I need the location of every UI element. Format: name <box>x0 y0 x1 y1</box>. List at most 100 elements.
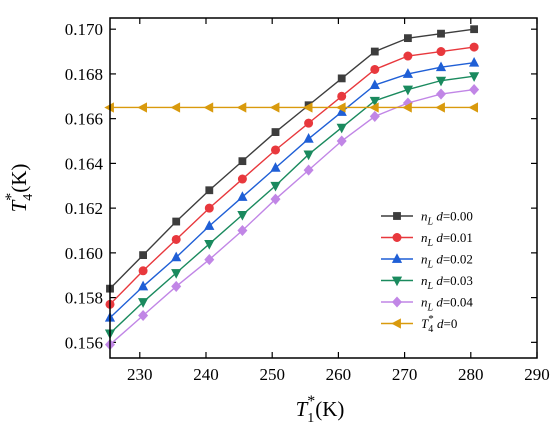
data-point-circle <box>171 234 181 244</box>
legend: nL d=0.00 nL d=0.01 nL d=0.02 nL d=0.03 nL d… <box>381 209 473 335</box>
data-point-diamond <box>436 88 447 100</box>
data-point-circle <box>392 233 402 243</box>
y-tick-label: 0.168 <box>65 65 103 84</box>
data-point-circle <box>304 118 314 128</box>
series-line <box>109 62 475 319</box>
data-point-triangle-down <box>391 276 403 287</box>
data-point-diamond <box>303 164 314 176</box>
data-point-triangle-down <box>303 150 314 161</box>
data-point-circle <box>237 174 247 184</box>
legend-item: nL d=0.03 <box>381 273 473 292</box>
data-point-triangle-down <box>204 240 215 250</box>
x-tick-label: 250 <box>259 365 285 384</box>
legend-label: nL d=0.02 <box>421 252 473 271</box>
data-point-triangle-up <box>435 61 447 72</box>
data-point-triangle-up <box>204 220 215 230</box>
data-point-triangle-up <box>138 280 149 291</box>
data-point-square <box>337 74 346 83</box>
data-point-triangle-left <box>391 318 401 329</box>
plot-frame <box>109 17 538 359</box>
data-point-triangle-up <box>270 162 281 172</box>
data-point-triangle-left <box>137 102 148 113</box>
data-point-triangle-left <box>236 102 247 113</box>
data-point-circle <box>271 145 281 155</box>
data-point-triangle-up <box>402 68 414 78</box>
data-point-triangle-down <box>138 298 149 308</box>
x-tick-label: 240 <box>193 365 219 384</box>
data-point-diamond <box>391 296 403 308</box>
data-point-triangle-left <box>402 102 412 113</box>
y-tick-label: 0.156 <box>65 333 103 352</box>
data-point-triangle-left <box>203 102 214 113</box>
data-point-circle <box>403 51 413 61</box>
data-point-diamond <box>469 84 480 96</box>
y-tick-label: 0.170 <box>65 20 103 39</box>
data-point-square <box>238 157 247 166</box>
data-point-square <box>370 47 379 56</box>
data-point-square <box>393 212 401 220</box>
data-point-triangle-up <box>469 56 480 67</box>
data-point-square <box>139 251 148 260</box>
data-point-triangle-left <box>170 102 181 113</box>
data-point-triangle-left <box>269 102 280 113</box>
data-point-triangle-down <box>336 123 347 134</box>
data-point-square <box>437 29 445 38</box>
series-group <box>104 102 479 113</box>
data-point-triangle-left <box>435 102 445 113</box>
legend-label: nL d=0.03 <box>421 273 473 292</box>
legend-label: nL d=0.00 <box>421 209 473 228</box>
data-point-triangle-left <box>369 102 379 113</box>
x-tick-label: 260 <box>326 365 352 384</box>
legend-item: T4* d=0 <box>381 313 457 335</box>
data-point-triangle-up <box>369 79 380 90</box>
series-line <box>109 88 475 346</box>
data-point-circle <box>337 91 347 101</box>
legend-label: nL d=0.04 <box>421 295 473 314</box>
x-tick-label: 230 <box>127 365 153 384</box>
legend-item: nL d=0.02 <box>381 252 473 271</box>
legend-label: T4* d=0 <box>421 313 457 335</box>
data-point-triangle-left <box>468 102 479 113</box>
y-tick-label: 0.164 <box>65 154 104 173</box>
series-group <box>104 72 480 340</box>
data-point-triangle-down <box>237 210 248 221</box>
series-group <box>105 42 479 309</box>
data-point-circle <box>370 64 380 74</box>
data-point-diamond <box>336 135 347 147</box>
data-point-triangle-up <box>237 191 248 201</box>
series-line <box>109 28 475 290</box>
legend-item: nL d=0.01 <box>381 230 473 249</box>
series-group <box>104 56 480 322</box>
data-point-diamond <box>270 193 281 205</box>
data-point-triangle-left <box>302 102 313 113</box>
data-point-triangle-up <box>171 251 182 262</box>
data-point-circle <box>436 47 446 57</box>
data-point-diamond <box>204 254 215 266</box>
data-point-triangle-down <box>402 85 414 96</box>
data-point-square <box>271 128 280 136</box>
data-point-square <box>404 34 412 43</box>
data-point-triangle-down <box>469 72 480 82</box>
legend-item: nL d=0.00 <box>381 209 473 228</box>
data-point-circle <box>138 266 148 276</box>
tick-labels: 230 240 250 260 270 280 290 0.156 0.158 0.160 0.16… <box>65 20 550 384</box>
data-point-square <box>172 217 181 226</box>
x-tick-label: 280 <box>458 365 484 384</box>
data-point-diamond <box>138 309 149 322</box>
series-line <box>109 75 475 334</box>
data-point-triangle-up <box>391 253 403 263</box>
series-layer <box>104 25 480 351</box>
data-point-triangle-down <box>435 76 447 87</box>
y-tick-label: 0.166 <box>65 110 103 129</box>
x-axis-title: T1*(K) <box>296 393 345 426</box>
y-tick-label: 0.162 <box>65 199 103 218</box>
legend-label: nL d=0.01 <box>421 230 473 249</box>
y-tick-label: 0.160 <box>65 244 103 263</box>
data-point-square <box>205 186 214 195</box>
data-point-triangle-down <box>270 181 281 192</box>
data-point-circle <box>469 42 479 52</box>
data-point-diamond <box>171 280 182 292</box>
data-point-circle <box>204 203 214 213</box>
data-point-triangle-up <box>303 133 314 143</box>
